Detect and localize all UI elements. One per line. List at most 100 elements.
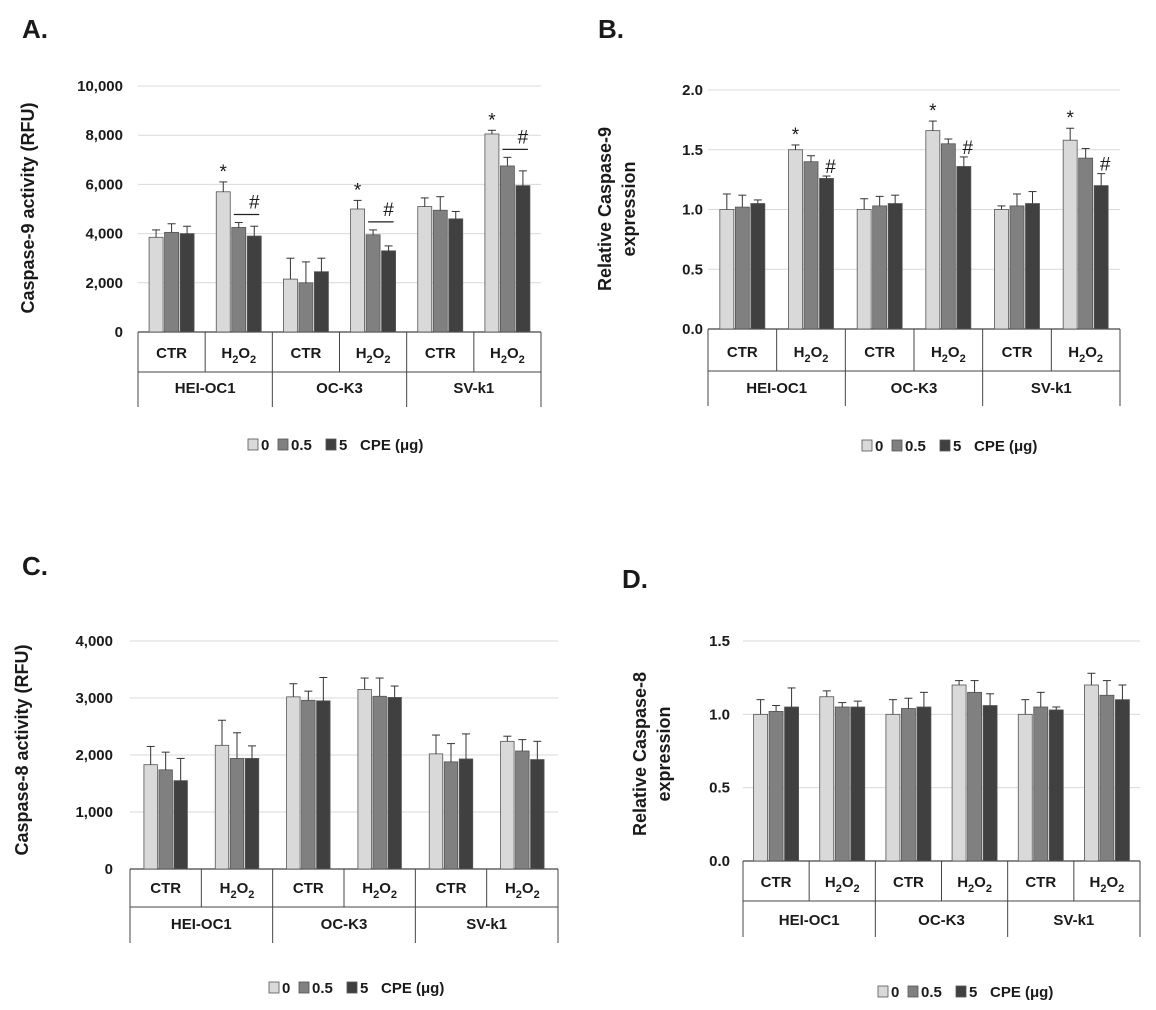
legend-label: 0.5	[312, 980, 333, 997]
legend-swatch	[939, 439, 951, 452]
significance-hash: #	[518, 127, 529, 148]
element-symbol: O	[522, 880, 534, 897]
category-label: H2O2	[505, 880, 540, 901]
bar-0	[428, 753, 444, 870]
bar-0_5	[500, 165, 515, 333]
legend-unit: CPE (μg)	[990, 984, 1053, 1001]
significance-star: *	[792, 125, 800, 146]
bar-0	[484, 133, 500, 333]
element-symbol: O	[842, 874, 854, 891]
significance-star: *	[1066, 108, 1074, 129]
chart-panel-c: C. 0 1,000 2,000 3,000 4,000 Caspase-8 activit…	[12, 551, 559, 997]
category-label: CTR	[727, 344, 758, 361]
subscript-digit: 2	[516, 889, 522, 901]
group-label: OC-K3	[891, 380, 938, 397]
bar-0_5	[768, 711, 784, 862]
bar-5	[982, 705, 998, 862]
bar-5	[173, 780, 188, 870]
element-symbol: O	[238, 345, 250, 362]
subscript-digit: 2	[822, 353, 828, 365]
element-symbol: H	[825, 874, 836, 891]
legend-swatch	[247, 438, 259, 451]
y-tick-label: 3,000	[75, 690, 113, 707]
bar-0_5	[158, 769, 173, 870]
element-symbol: H	[490, 345, 501, 362]
chart-panel-d: D. 0.0 0.5 1.0 1.5 Relative Caspase-8 expressi…	[622, 564, 1141, 1001]
bar-0	[994, 209, 1009, 330]
y-tick-label: 6,000	[85, 176, 123, 193]
subscript-digit: 2	[367, 354, 373, 366]
element-symbol: O	[373, 345, 385, 362]
y-axis-label-line: expression	[619, 161, 639, 256]
bar-0_5	[940, 143, 956, 330]
bar-0_5	[1078, 157, 1094, 330]
category-label: H2O2	[362, 880, 397, 901]
bar-5	[381, 250, 396, 333]
bar-5	[448, 218, 464, 333]
subscript-digit: 2	[854, 883, 860, 895]
y-axis-label-line: expression	[654, 706, 674, 801]
bar-5	[956, 166, 972, 330]
legend-swatch	[277, 438, 289, 451]
subscript-digit: 2	[804, 353, 810, 365]
bar-0	[753, 713, 768, 862]
significance-hash: #	[963, 138, 974, 159]
subscript-digit: 2	[248, 889, 254, 901]
bar-0	[885, 713, 901, 862]
legend-swatch	[877, 985, 889, 998]
y-tick-label: 0.5	[709, 780, 730, 797]
bar-5	[916, 706, 932, 862]
legend-label: 0.5	[291, 437, 312, 454]
group-label: OC-K3	[321, 916, 368, 933]
category-label: CTR	[150, 880, 181, 897]
bar-0	[148, 236, 164, 333]
bar-0_5	[1033, 706, 1049, 862]
legend-unit: CPE (μg)	[360, 437, 423, 454]
bar-0	[819, 696, 835, 862]
element-symbol: H	[1068, 344, 1079, 361]
significance-hash: #	[249, 193, 260, 214]
subscript-digit: 2	[519, 354, 525, 366]
category-label: CTR	[893, 874, 924, 891]
bar-5	[387, 697, 402, 870]
legend: 0 0.5 5 CPE (μg)	[268, 980, 444, 997]
bar-0	[500, 740, 515, 870]
category-label: H2O2	[1068, 344, 1103, 365]
bar-0	[283, 278, 298, 333]
bar-5	[515, 185, 531, 333]
legend: 0 0.5 5 CPE (μg)	[877, 984, 1053, 1001]
bar-5	[246, 235, 262, 333]
significance-hash: #	[825, 157, 836, 178]
significance-hash: #	[1100, 155, 1111, 176]
bar-5	[784, 706, 799, 862]
subscript-digit: 2	[391, 889, 397, 901]
group-label: OC-K3	[918, 912, 965, 929]
legend-swatch	[955, 985, 967, 998]
element-symbol: H	[505, 880, 516, 897]
bar-0_5	[515, 750, 530, 870]
category-label: H2O2	[1090, 874, 1125, 895]
subscript-digit: 2	[501, 354, 507, 366]
bar-5	[850, 706, 866, 862]
legend-swatch	[268, 981, 280, 994]
group-label: OC-K3	[316, 380, 363, 397]
y-tick-label: 0.0	[709, 853, 730, 870]
group-label: HEI-OC1	[171, 916, 232, 933]
bar-0_5	[803, 161, 819, 330]
element-symbol: O	[1085, 344, 1097, 361]
y-tick-label: 2,000	[75, 747, 113, 764]
bar-0	[1084, 684, 1099, 862]
bar-5	[1025, 203, 1040, 330]
bar-0_5	[1099, 694, 1115, 862]
legend-label: 5	[953, 438, 961, 455]
group-label: SV-k1	[1031, 380, 1072, 397]
bar-0	[925, 130, 941, 330]
y-tick-label: 2.0	[682, 82, 703, 99]
element-symbol: H	[356, 345, 367, 362]
legend-label: 0	[261, 437, 269, 454]
panel-letter: C.	[22, 551, 48, 581]
bar-0	[1062, 139, 1078, 330]
bar-0_5	[231, 227, 247, 333]
bar-5	[1115, 699, 1130, 862]
